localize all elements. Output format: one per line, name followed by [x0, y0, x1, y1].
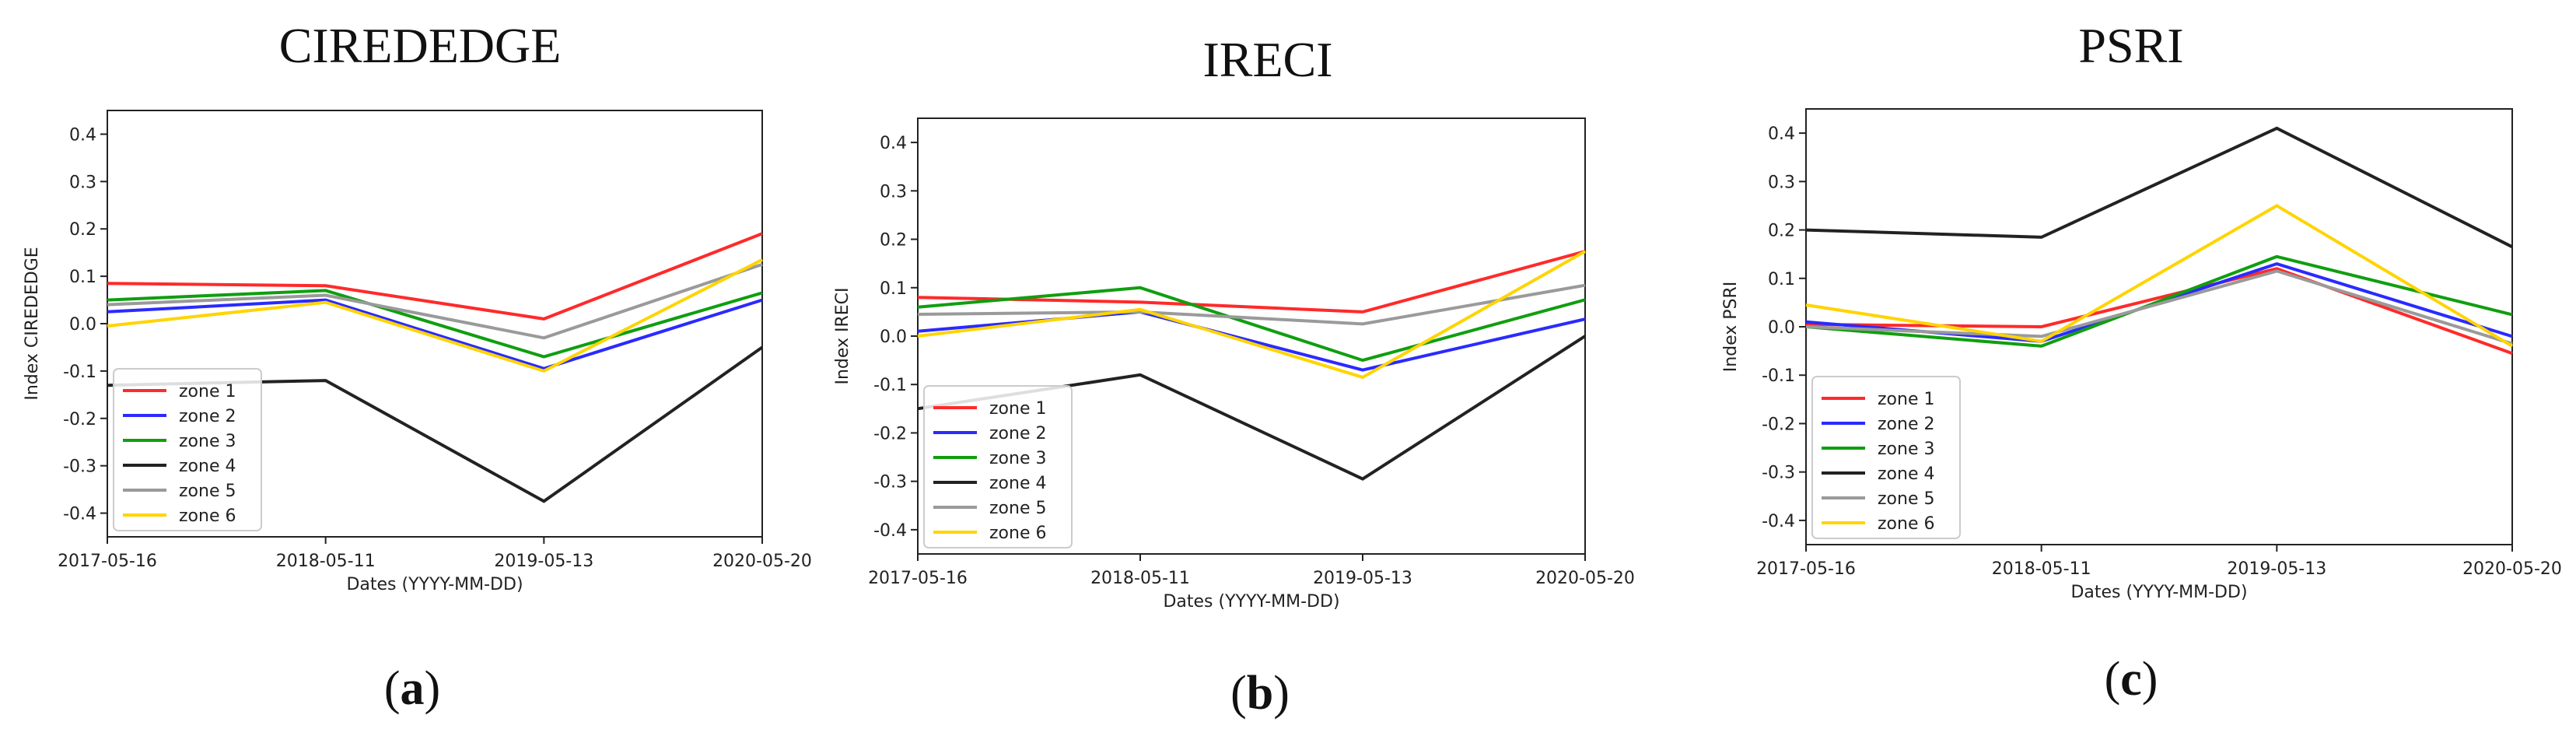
legend-label: zone 4: [1878, 464, 1934, 484]
y-tick-label: -0.4: [63, 505, 96, 524]
legend-label: zone 1: [1878, 390, 1934, 409]
series-line: [107, 289, 763, 359]
legend-label: zone 4: [989, 474, 1046, 493]
caption-letter: c: [2120, 653, 2142, 706]
y-tick-label: 0.0: [1768, 318, 1795, 338]
x-tick-label: 2018-05-11: [276, 552, 376, 571]
caption-letter: b: [1246, 667, 1274, 720]
series-line: [1805, 267, 2513, 356]
y-tick-label: -0.1: [63, 363, 96, 382]
legend-label: zone 3: [179, 432, 236, 451]
x-axis-label: Dates (YYYY-MM-DD): [1163, 592, 1339, 612]
y-tick-label: 0.4: [880, 134, 907, 153]
legend-label: zone 6: [989, 524, 1046, 543]
chart-title: CIREDEDGE: [278, 18, 562, 73]
legend-label: zone 2: [179, 407, 236, 426]
x-tick-label: 2017-05-16: [868, 569, 968, 588]
panel-ireci: IRECI 0.4 0.3 0.2 0.1 0.0 -0.1 -0.2 -0.3 -0.4 201…: [833, 0, 1703, 750]
series-line: [917, 250, 1586, 314]
y-tick-label: 0.0: [69, 315, 96, 335]
series-line: [917, 283, 1586, 326]
legend-label: zone 3: [1878, 440, 1934, 459]
line-chart: 0.4 0.3 0.2 0.1 0.0 -0.1 -0.2 -0.3 -0.4 2017-05-1…: [1721, 108, 2562, 602]
series-line: [107, 232, 763, 321]
legend-label: zone 5: [1878, 489, 1934, 509]
x-axis-label: Dates (YYYY-MM-DD): [2070, 583, 2247, 602]
legend-label: zone 1: [179, 382, 236, 401]
y-tick-label: 0.4: [69, 125, 96, 145]
panel-caption: (a): [383, 662, 441, 715]
series-line: [1805, 204, 2514, 348]
y-tick-label: 0.4: [1768, 124, 1795, 144]
y-tick-label: -0.4: [1762, 512, 1795, 531]
y-tick-label: -0.2: [63, 410, 96, 429]
y-axis-label: Index IRECI: [833, 287, 852, 384]
legend-label: zone 1: [989, 399, 1046, 419]
panel-caption: (b): [1230, 667, 1290, 720]
y-tick-label: 0.1: [1768, 270, 1795, 289]
y-tick-label: -0.1: [1762, 366, 1795, 386]
y-tick-label: 0.2: [69, 220, 96, 240]
legend-label: zone 4: [179, 457, 236, 476]
line-chart: 0.4 0.3 0.2 0.1 0.0 -0.1 -0.2 -0.3 -0.4 2017-05-1…: [23, 110, 812, 594]
panel-caption: (c): [2104, 653, 2158, 706]
y-tick-label: -0.4: [873, 521, 907, 541]
legend-label: zone 3: [989, 449, 1046, 468]
x-tick-label: 2020-05-20: [712, 552, 812, 571]
y-tick-label: -0.2: [1762, 415, 1795, 434]
x-tick-label: 2020-05-20: [2462, 559, 2562, 579]
series-line: [917, 250, 1586, 380]
legend-label: zone 5: [989, 499, 1046, 518]
panel-psri: PSRI 0.4 0.3 0.2 0.1 0.0 -0.1 -0.2 -0.3 -0.4 2017…: [1703, 0, 2576, 750]
x-tick-label: 2017-05-16: [1756, 559, 1856, 579]
x-axis-label: Dates (YYYY-MM-DD): [346, 575, 523, 594]
x-tick-label: 2017-05-16: [58, 552, 157, 571]
y-tick-label: 0.2: [880, 231, 907, 251]
legend-label: zone 2: [1878, 415, 1934, 434]
chart-title: IRECI: [1202, 32, 1333, 87]
y-axis-label: Index PSRI: [1721, 282, 1741, 373]
legend-label: zone 6: [179, 506, 236, 526]
panel-cirededge: CIREDEDGE 0.4 0.3 0.2 0.1 0.0 -0.1 -0.2 -0.3 -0.…: [0, 0, 840, 750]
series-line: [107, 258, 763, 373]
y-tick-label: -0.3: [873, 473, 907, 492]
y-tick-label: 0.1: [69, 268, 96, 287]
x-tick-label: 2018-05-11: [1090, 569, 1190, 588]
y-axis-label: Index CIREDEDGE: [23, 247, 42, 400]
series-line: [1805, 269, 2513, 345]
legend-label: zone 2: [989, 424, 1046, 443]
y-tick-label: -0.3: [63, 457, 96, 477]
x-tick-label: 2018-05-11: [1992, 559, 2091, 579]
y-tick-label: -0.2: [873, 424, 907, 443]
line-chart: 0.4 0.3 0.2 0.1 0.0 -0.1 -0.2 -0.3 -0.4 2017-05-1…: [833, 117, 1635, 612]
legend-label: zone 5: [179, 482, 236, 501]
series-line: [107, 298, 763, 370]
y-tick-label: 0.3: [1768, 173, 1795, 192]
y-tick-label: 0.3: [69, 173, 96, 192]
x-tick-label: 2019-05-13: [1313, 569, 1412, 588]
y-tick-label: 0.3: [880, 182, 907, 202]
series-line: [917, 286, 1586, 363]
x-tick-label: 2019-05-13: [2227, 559, 2326, 579]
y-tick-label: -0.1: [873, 376, 907, 395]
series-line: [917, 310, 1586, 372]
series-line: [107, 263, 763, 340]
y-tick-label: 0.1: [880, 279, 907, 299]
series-line: [1805, 254, 2513, 348]
x-tick-label: 2020-05-20: [1535, 569, 1635, 588]
legend-label: zone 6: [1878, 514, 1934, 534]
series-line: [1805, 126, 2513, 249]
chart-title: PSRI: [2078, 18, 2184, 73]
caption-letter: a: [400, 662, 425, 715]
y-tick-label: 0.2: [1768, 222, 1795, 241]
x-tick-label: 2019-05-13: [494, 552, 593, 571]
y-tick-label: 0.0: [880, 328, 907, 347]
y-tick-label: -0.3: [1762, 464, 1795, 483]
